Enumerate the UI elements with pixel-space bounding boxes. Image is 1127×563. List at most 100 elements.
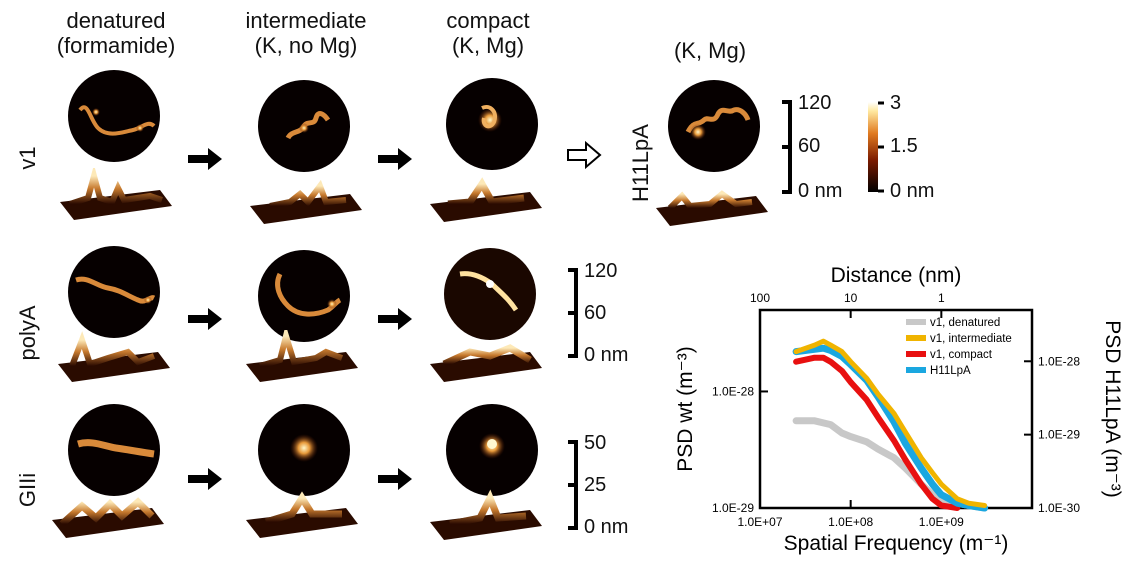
afm-image-giii-compact [446,404,538,496]
afm-image-h11lpa [668,80,760,172]
scale-label-mid: 25 [584,474,607,496]
x2-tick-label: 10 [844,291,858,305]
y2-tick-label: 1.0E-30 [1038,501,1080,515]
arrow-icon [188,308,222,330]
afm-image-polya-denatured [68,246,160,338]
data-point [840,369,844,373]
data-point [794,419,798,423]
afm-surface-h11lpa [656,174,768,226]
column-header-line2: (K, no Mg) [254,33,358,58]
color-scale-label-top: 3 [890,92,902,114]
column-header-compact: compact (K, Mg) [398,8,578,58]
x-tick-label: 1.0E+08 [828,515,873,529]
scale-label-top: 120 [798,92,832,114]
arrow-icon [378,468,412,490]
series-line-3 [792,344,989,512]
y-tick-label: 1.0E-28 [712,384,754,398]
column-header-line2: (K, Mg) [451,33,525,58]
column-header-h11lpa: (K, Mg) [620,38,800,63]
scale-label-top: 50 [584,432,607,454]
data-point [865,376,869,380]
data-point [967,501,971,505]
height-scale-bar: 120 60 0 nm [780,92,860,202]
data-point [849,380,853,384]
column-header-line2: (formamide) [56,33,176,58]
column-header-intermediate: intermediate (K, no Mg) [216,8,396,58]
data-point [821,356,825,360]
scale-label-bottom: 0 nm [798,180,843,202]
color-scale-label-mid: 1.5 [890,135,918,157]
data-point [829,343,833,347]
color-scale-label-bottom: 0 nm [890,180,935,202]
column-header-line1: compact [446,8,530,33]
data-point [821,346,825,350]
scale-label-bottom: 0 nm [584,344,629,366]
column-header-line1: denatured [66,8,166,33]
scale-label-mid: 60 [584,302,607,324]
data-point [892,456,896,460]
legend-label: v1, intermediate [930,333,1012,345]
arrow-icon [378,308,412,330]
data-point [876,415,880,419]
data-point [903,458,907,462]
x-tick-label: 1.0E+07 [737,515,782,529]
data-point [813,356,817,360]
data-point [794,360,798,364]
afm-image-v1-intermediate [258,80,350,172]
data-point [892,411,896,415]
afm-image-polya-intermediate [258,250,350,342]
data-point [955,497,959,501]
x2-tick-label: 1 [938,291,945,305]
data-point [931,482,935,486]
y2-tick-label: 1.0E-29 [1038,428,1080,442]
afm-surface-v1-denatured [60,164,172,220]
legend-label: v1, compact [930,349,993,361]
data-point [813,343,817,347]
x2-axis-label: Distance (nm) [831,264,962,287]
x-tick-label: 1.0E+09 [919,515,964,529]
color-scale-bar: 3 1.5 0 nm [866,92,946,202]
data-point [955,501,959,505]
data-point [903,441,907,445]
data-point [794,350,798,354]
x-axis-label: Spatial Frequency (m⁻¹) [784,532,1009,555]
scale-label-top: 120 [584,260,618,282]
data-point [813,347,817,351]
data-point [919,482,923,486]
data-point [813,419,817,423]
afm-surface-polya-intermediate [246,324,358,382]
scale-label-mid: 60 [798,135,821,157]
legend-label: H11LpA [930,365,971,377]
series-line-1 [793,338,988,508]
data-point [903,430,907,434]
plot-frame [758,308,1034,510]
data-point [829,348,833,352]
afm-surface-polya-denatured [58,330,170,382]
data-point [849,435,853,439]
data-point [919,456,923,460]
data-point [865,440,869,444]
arrow-icon [378,148,412,170]
data-point [821,339,825,343]
y-tick-label: 1.0E-29 [712,501,754,515]
height-scale-bar: 120 60 0 nm [566,260,646,366]
data-point [892,420,896,424]
afm-image-giii-denatured [68,404,160,496]
x2-tick-label: 100 [750,291,770,305]
data-point [829,360,833,364]
scale-label-bottom: 0 nm [584,516,629,538]
data-point [849,360,853,364]
afm-surface-v1-compact [430,170,542,222]
column-header-line1: intermediate [245,8,367,33]
height-scale-bar: 50 25 0 nm [566,432,646,538]
afm-surface-giii-compact [430,488,542,540]
data-point [865,398,869,402]
afm-image-v1-compact [446,78,538,170]
data-point [939,504,943,508]
y2-axis-label: PSD H11LpA (m⁻³) [1101,320,1124,498]
column-header-denatured: denatured (formamide) [26,8,206,58]
data-point [983,504,987,508]
data-point [939,493,943,497]
arrow-icon [188,148,222,170]
